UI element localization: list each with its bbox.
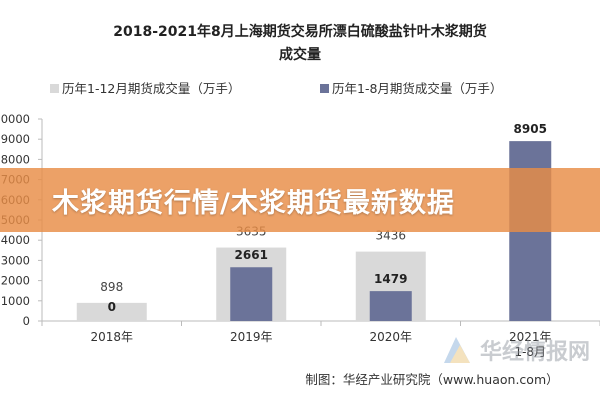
watermark: 华经情报网 (440, 328, 600, 372)
x-tick-label: 2019年 (230, 330, 273, 344)
huajing-logo-icon (440, 333, 474, 367)
x-tick-label: 2018年 (90, 330, 133, 344)
legend-swatch-jan-aug (320, 84, 329, 93)
y-tick-label: 9000 (1, 132, 30, 146)
x-tick-label: 2021年 1-8月 (509, 330, 552, 359)
data-label-jan-aug: 2661 (235, 248, 268, 262)
data-label-jan-aug: 8905 (514, 122, 547, 136)
data-label-jan-aug: 0 (108, 300, 116, 314)
source-note: 制图：华经产业研究院（www.huaon.com） (305, 372, 558, 387)
overlay-banner-text: 木浆期货行情/木浆期货最新数据 (52, 187, 455, 219)
y-tick-label: 0 (23, 314, 30, 328)
legend-swatch-annual (50, 84, 59, 93)
legend-label-jan-aug: 历年1-8月期货成交量（万手） (332, 81, 502, 96)
chart-title-line-2: 成交量 (279, 46, 321, 63)
chart-title-line-1: 2018-2021年8月上海期货交易所漂白硫酸盐针叶木浆期货 (113, 23, 486, 40)
data-label-annual: 898 (100, 280, 123, 294)
legend-label-annual: 历年1-12月期货成交量（万手） (62, 81, 240, 96)
data-label-annual: 3436 (375, 229, 406, 243)
data-label-jan-aug: 1479 (374, 272, 407, 286)
bar-jan-aug (230, 267, 273, 321)
y-tick-label: 4000 (1, 233, 30, 247)
bar-annual (76, 302, 147, 321)
y-tick-label: 10000 (0, 112, 30, 126)
x-tick-label: 2020年 (369, 330, 412, 344)
chart-legend: 历年1-12月期货成交量（万手） 历年1-8月期货成交量（万手） (50, 81, 502, 96)
y-tick-label: 2000 (1, 274, 30, 288)
y-tick-label: 3000 (1, 253, 30, 267)
watermark-text: 华经情报网 (480, 340, 591, 365)
bar-jan-aug (369, 291, 412, 321)
y-tick-label: 1000 (1, 294, 30, 308)
y-tick-label: 8000 (1, 152, 30, 166)
overlay-banner: 木浆期货行情/木浆期货最新数据 (0, 168, 600, 232)
